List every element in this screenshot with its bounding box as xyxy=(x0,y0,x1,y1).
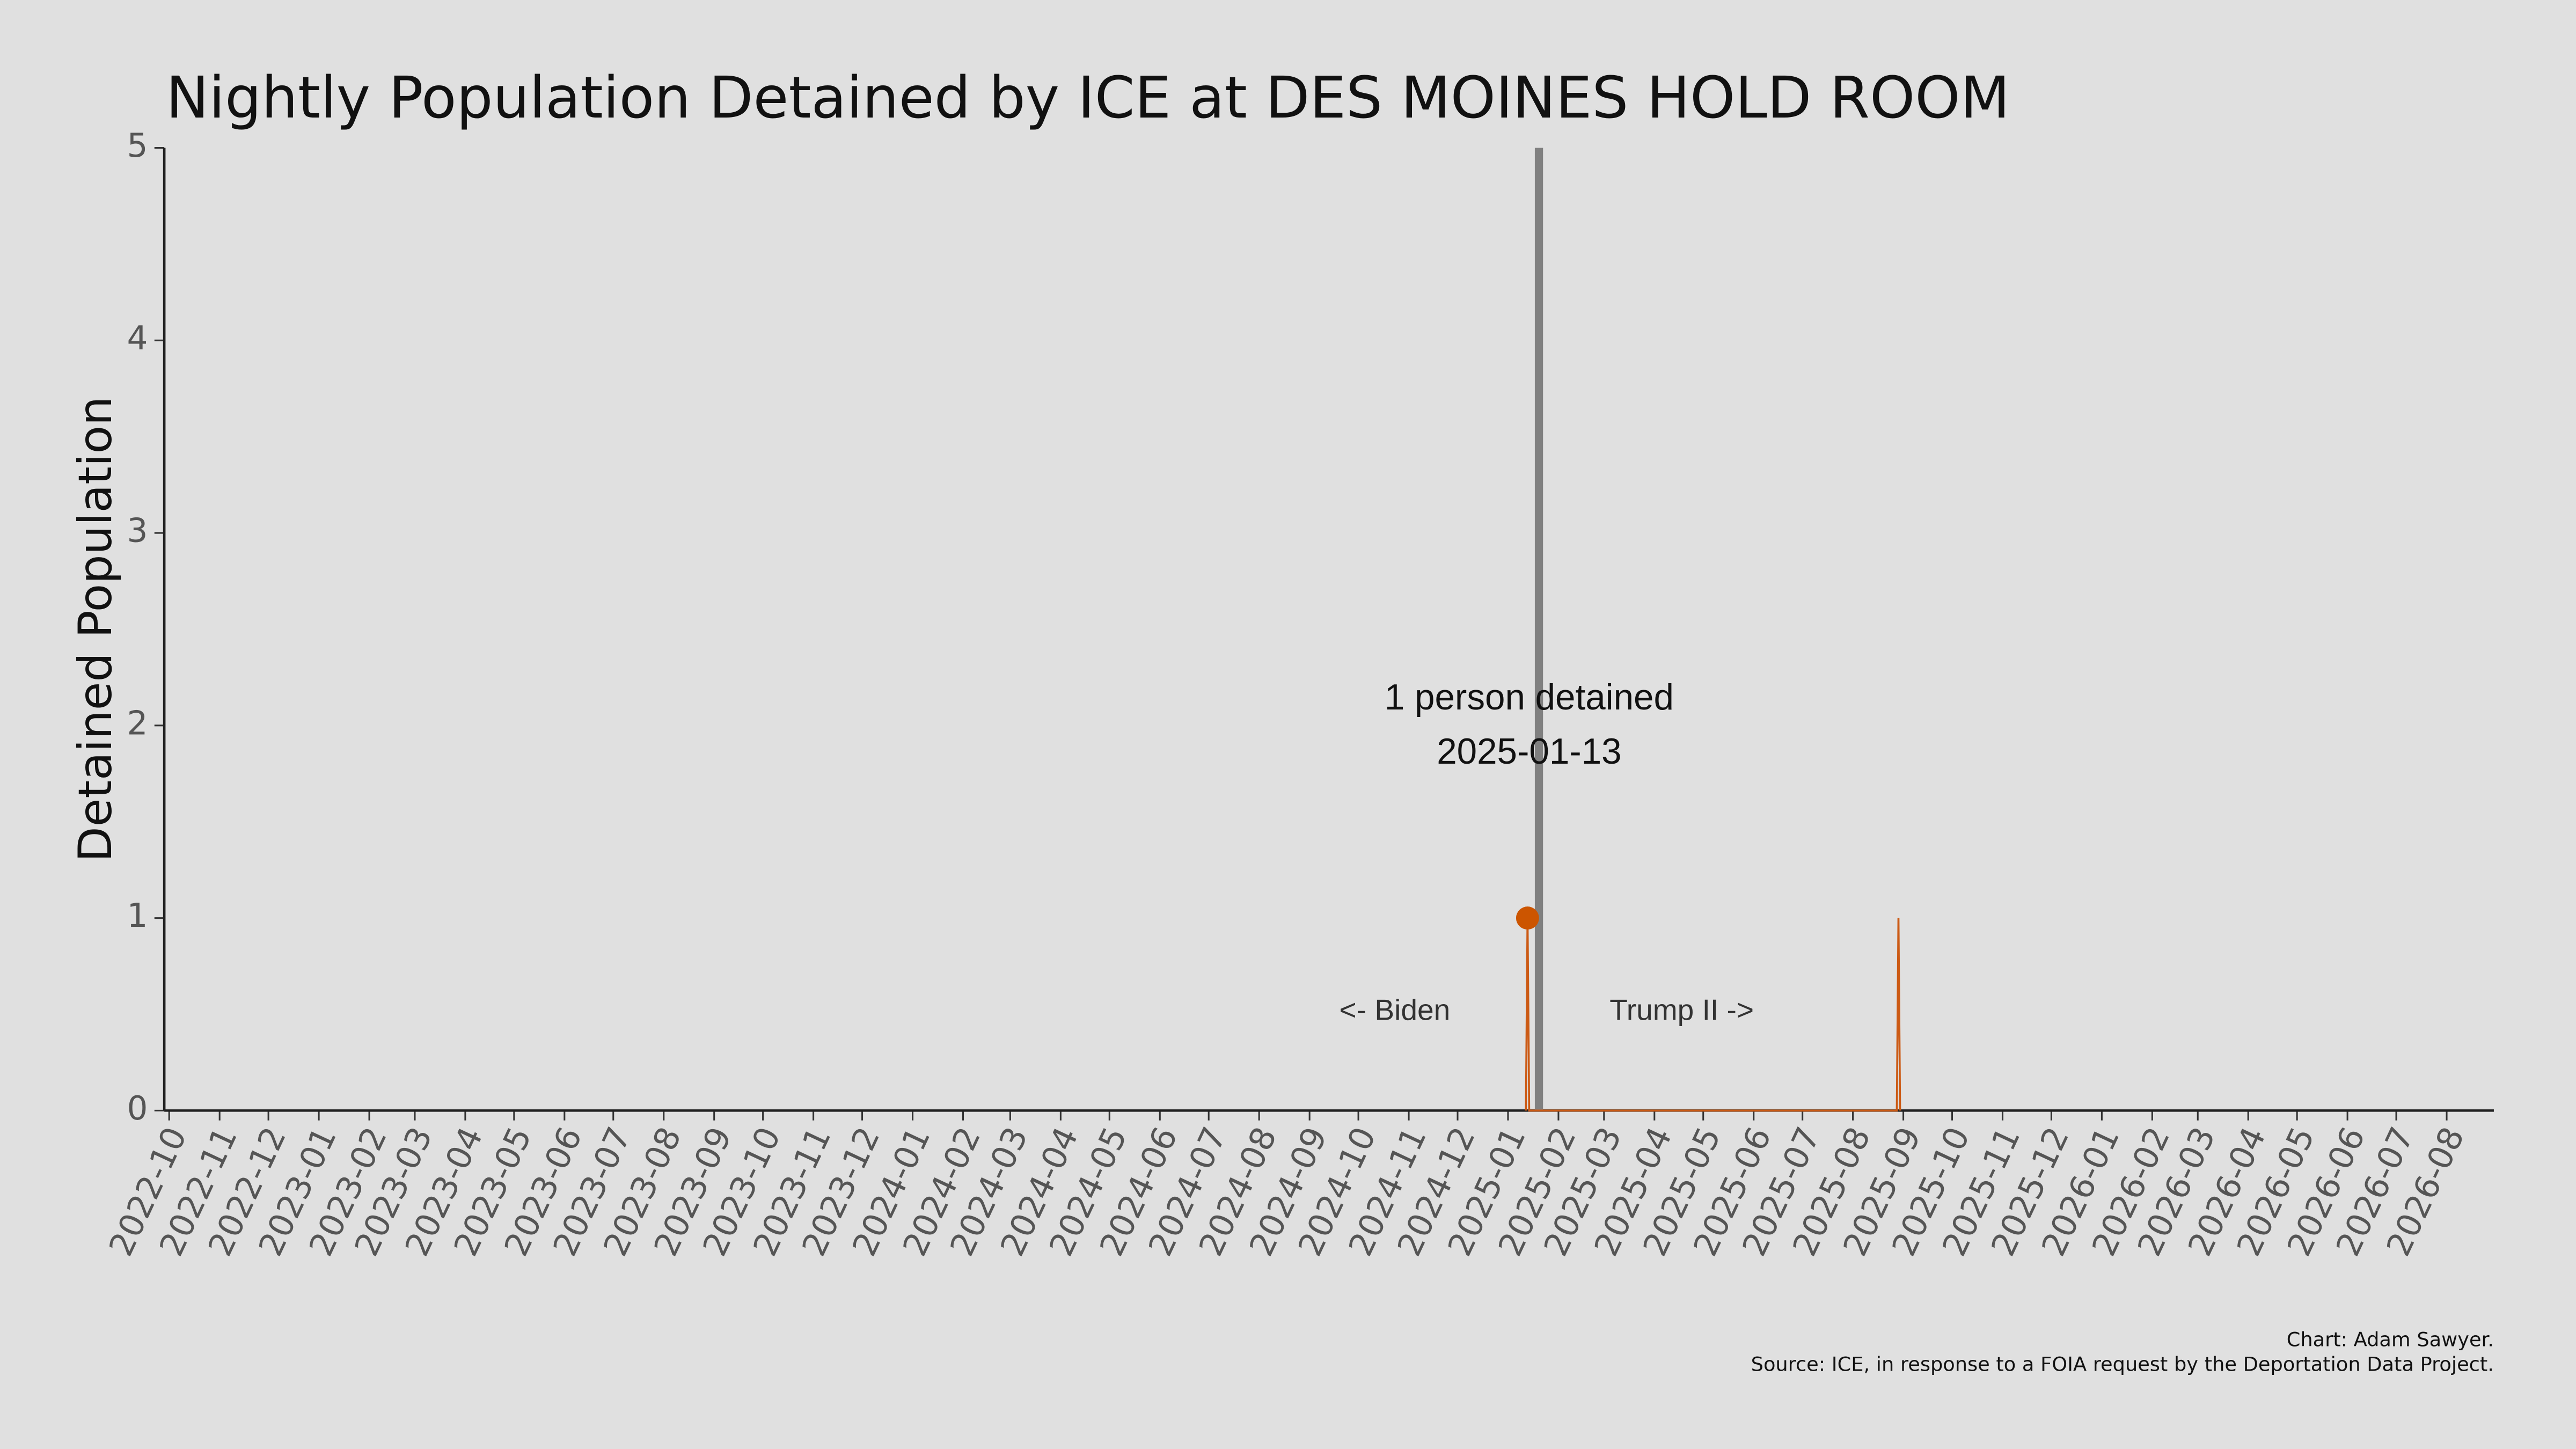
y-axis-label: Detained Population xyxy=(69,397,122,862)
highlight-label: 1 person detained xyxy=(1385,677,1674,718)
y-tick-label: 3 xyxy=(127,512,148,550)
y-tick-label: 5 xyxy=(127,127,148,165)
highlight-point xyxy=(1516,906,1539,930)
highlight-date: 2025-01-13 xyxy=(1437,731,1621,772)
divider-left-label: <- Biden xyxy=(1340,993,1451,1026)
credit: Source: ICE, in response to a FOIA reque… xyxy=(1751,1352,2494,1375)
y-tick-label: 1 xyxy=(127,897,148,935)
y-tick-label: 0 xyxy=(127,1089,148,1128)
y-tick-label: 4 xyxy=(127,319,148,357)
divider-right-label: Trump II -> xyxy=(1609,993,1754,1026)
data-line xyxy=(1525,918,1901,1112)
chart-title: Nightly Population Detained by ICE at DE… xyxy=(166,65,2010,131)
y-tick-label: 2 xyxy=(127,704,148,742)
credit: Chart: Adam Sawyer. xyxy=(2287,1328,2494,1351)
